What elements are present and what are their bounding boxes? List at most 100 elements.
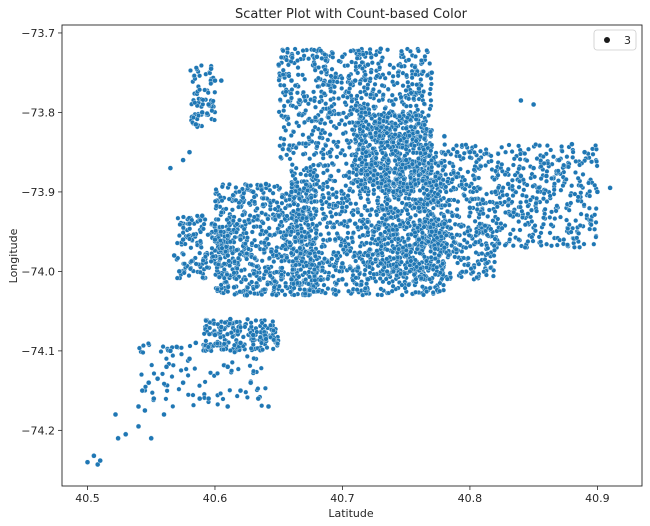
scatter-point (428, 129, 433, 135)
scatter-point (302, 229, 307, 235)
scatter-point (538, 163, 544, 169)
scatter-point (418, 58, 424, 63)
scatter-point (300, 132, 306, 138)
scatter-point (390, 283, 396, 289)
scatter-point (201, 331, 207, 337)
scatter-point (97, 457, 103, 464)
scatter-point (238, 268, 244, 274)
scatter-point (202, 87, 208, 93)
scatter-point (348, 81, 353, 87)
scatter-point (509, 149, 515, 155)
scatter-point (312, 124, 318, 130)
scatter-point (315, 288, 321, 294)
scatter-point (384, 130, 390, 136)
y-axis-ticks: −73.7−73.8−73.9−74.0−74.1−74.2 (21, 27, 62, 437)
scatter-point (518, 173, 524, 179)
scatter-point (322, 256, 328, 262)
scatter-point (304, 263, 310, 269)
scatter-point (331, 224, 337, 230)
scatter-point (252, 255, 258, 261)
scatter-point (311, 89, 317, 95)
scatter-point (511, 209, 517, 215)
scatter-point (412, 143, 417, 149)
scatter-point (234, 247, 240, 253)
scatter-point (438, 160, 444, 166)
scatter-point (509, 177, 515, 183)
scatter-point (384, 125, 390, 131)
scatter-point (198, 63, 204, 68)
scatter-point (227, 316, 234, 322)
scatter-point (528, 197, 533, 203)
scatter-point (593, 143, 599, 148)
scatter-point (260, 347, 265, 353)
scatter-point (369, 222, 374, 228)
scatter-point (592, 226, 598, 232)
scatter-point (348, 48, 354, 54)
scatter-point (607, 185, 613, 191)
scatter-point (360, 232, 366, 238)
scatter-point (517, 227, 523, 233)
scatter-point (215, 262, 221, 267)
scatter-point (293, 165, 299, 171)
scatter-point (421, 158, 427, 164)
scatter-point (339, 188, 344, 194)
scatter-point (505, 166, 511, 172)
scatter-point (430, 197, 436, 203)
scatter-point (164, 388, 170, 394)
scatter-point (205, 101, 212, 108)
scatter-point (365, 102, 371, 107)
scatter-point (336, 121, 342, 127)
scatter-point (432, 246, 438, 252)
scatter-point (395, 208, 401, 214)
scatter-point (285, 115, 291, 121)
y-tick-label: −73.7 (21, 27, 55, 40)
scatter-point (300, 48, 306, 54)
scatter-point (587, 226, 593, 232)
scatter-point (212, 77, 218, 84)
scatter-point (211, 373, 217, 379)
scatter-point (263, 336, 269, 342)
scatter-point (381, 118, 386, 124)
scatter-point (186, 273, 192, 279)
scatter-point (440, 167, 446, 173)
scatter-point (251, 271, 257, 277)
scatter-point (367, 131, 373, 137)
scatter-point (586, 205, 592, 211)
scatter-point (215, 321, 221, 327)
scatter-point (212, 117, 217, 123)
scatter-point (259, 258, 265, 264)
scatter-point (402, 285, 408, 291)
scatter-point (393, 263, 399, 269)
scatter-point (524, 182, 530, 188)
scatter-point-clouds (136, 46, 600, 409)
scatter-point (368, 69, 374, 75)
scatter-point (409, 81, 415, 87)
scatter-point (323, 143, 329, 149)
scatter-point (435, 191, 441, 197)
scatter-point (273, 269, 279, 275)
scatter-point (208, 81, 214, 87)
scatter-point (218, 391, 224, 396)
scatter-point (358, 195, 364, 201)
scatter-point (317, 135, 323, 140)
scatter-point (136, 345, 142, 351)
scatter-point (392, 127, 398, 133)
scatter-point (362, 72, 368, 78)
scatter-point (249, 279, 255, 285)
scatter-point (594, 163, 600, 169)
scatter-point (316, 65, 322, 70)
scatter-point (412, 177, 417, 183)
scatter-point (492, 236, 498, 242)
scatter-point (279, 200, 285, 206)
scatter-point (586, 180, 592, 186)
scatter-point (214, 286, 220, 292)
scatter-point (346, 144, 352, 150)
scatter-point (303, 172, 309, 178)
scatter-point (212, 332, 218, 338)
scatter-point (332, 236, 338, 242)
scatter-point (406, 196, 412, 201)
scatter-point (312, 253, 318, 259)
scatter-point (360, 259, 366, 265)
scatter-point (285, 98, 291, 104)
